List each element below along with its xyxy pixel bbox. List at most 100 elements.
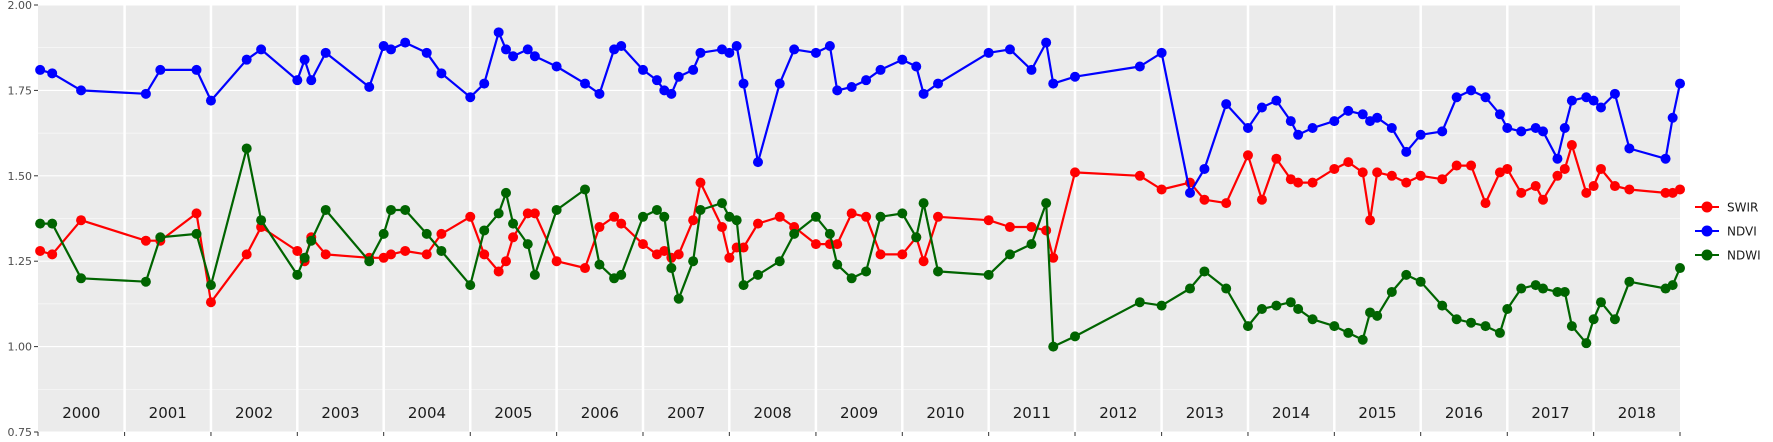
ndwi-point [551, 204, 562, 215]
x-axis-ticks [37, 432, 1681, 436]
ndwi-point [400, 204, 411, 215]
ndwi-point [897, 208, 908, 219]
ndwi-point [789, 228, 800, 239]
ndwi-point [35, 218, 46, 229]
ndvi-point [752, 157, 763, 168]
ndvi-point [493, 27, 504, 38]
year-labels: 2000 2001 2002 2003 2004 2005 2006 2007 2008 2009… [62, 404, 1656, 422]
ndvi-point [1070, 71, 1081, 82]
ndwi-point [386, 204, 397, 215]
swir-point [609, 211, 620, 222]
ndwi-point [637, 211, 648, 222]
ndvi-point [1538, 126, 1549, 137]
ndwi-point [1401, 269, 1412, 280]
ndwi-point [292, 269, 303, 280]
ndvi-point [1271, 95, 1282, 106]
swir-point [1415, 170, 1426, 181]
legend-ndwi-label: NDWI [1727, 249, 1761, 263]
swir-point [752, 218, 763, 229]
year-label: 2011 [1013, 404, 1051, 422]
swir-point [421, 249, 432, 260]
swir-point [1581, 187, 1592, 198]
swir-point [1365, 215, 1376, 226]
ndvi-point [580, 78, 591, 89]
ndvi-point [1357, 109, 1368, 120]
swir-point [191, 208, 202, 219]
ndvi-point [1185, 187, 1196, 198]
swir-point [1624, 184, 1635, 195]
ndvi-point [1559, 122, 1570, 133]
ndwi-point [1451, 314, 1462, 325]
ndvi-point [191, 64, 202, 75]
ndvi-point [465, 92, 476, 103]
swir-point [500, 256, 511, 267]
ndwi-point [774, 256, 785, 267]
ndwi-point [1221, 283, 1232, 294]
swir-point [1041, 225, 1052, 236]
swir-point [465, 211, 476, 222]
ndvi-point [911, 61, 922, 72]
swir-point [1538, 194, 1549, 205]
swir-point [1329, 163, 1340, 174]
ndvi-point [1480, 92, 1491, 103]
ndwi-point [861, 266, 872, 277]
ndvi-point [1242, 122, 1253, 133]
swir-point [1401, 177, 1412, 188]
ndvi-point [1048, 78, 1059, 89]
swir-point [637, 239, 648, 250]
ndvi-point [241, 54, 252, 65]
swir-point [1480, 198, 1491, 209]
ndvi-point [731, 40, 742, 51]
ndvi-point [1199, 163, 1210, 174]
ndvi-point [695, 47, 706, 58]
ndwi-point [306, 235, 317, 246]
ndwi-point [1185, 283, 1196, 294]
swir-point [659, 245, 670, 256]
swir-point [724, 252, 735, 263]
ndwi-point [479, 225, 490, 236]
ndwi-point [875, 211, 886, 222]
ndwi-point [911, 232, 922, 243]
ndvi-point [1307, 122, 1318, 133]
ndwi-point [738, 280, 749, 291]
ndvi-point [320, 47, 331, 58]
ndvi-point [1156, 47, 1167, 58]
swir-point [1221, 198, 1232, 209]
ndwi-point [695, 204, 706, 215]
ndwi-point [1343, 327, 1354, 338]
swir-point [1004, 222, 1015, 233]
ndwi-point [659, 211, 670, 222]
ndwi-point [529, 269, 540, 280]
ndwi-point [824, 228, 835, 239]
ndvi-point [551, 61, 562, 72]
ndvi-point [1343, 105, 1354, 116]
swir-line [39, 144, 1681, 304]
swir-point [717, 222, 728, 233]
swir-point [1660, 187, 1671, 198]
ndwi-point [983, 269, 994, 280]
ndwi-point [832, 259, 843, 270]
swir-point [35, 245, 46, 256]
swir-point [933, 211, 944, 222]
ndwi-point [1588, 314, 1599, 325]
ndwi-point [1415, 276, 1426, 287]
ndvi-point [616, 40, 627, 51]
swir-point [983, 215, 994, 226]
ndwi-point [580, 184, 591, 195]
ndwi-point [731, 215, 742, 226]
y-tick-label: 1.00 [8, 341, 33, 354]
ndvi-point [364, 81, 375, 92]
ndvi-point [1415, 129, 1426, 140]
ndvi-point [529, 51, 540, 62]
ndwi-point [1494, 327, 1505, 338]
swir-point [1070, 167, 1081, 178]
ndvi-point [846, 81, 857, 92]
ndvi-point [1667, 112, 1678, 123]
swir-point [1357, 167, 1368, 178]
ndvi-point [1386, 122, 1397, 133]
ndwi-point [299, 252, 310, 263]
y-tick-label: 2.00 [8, 0, 33, 12]
year-label: 2012 [1099, 404, 1137, 422]
ndwi-point [1516, 283, 1527, 294]
